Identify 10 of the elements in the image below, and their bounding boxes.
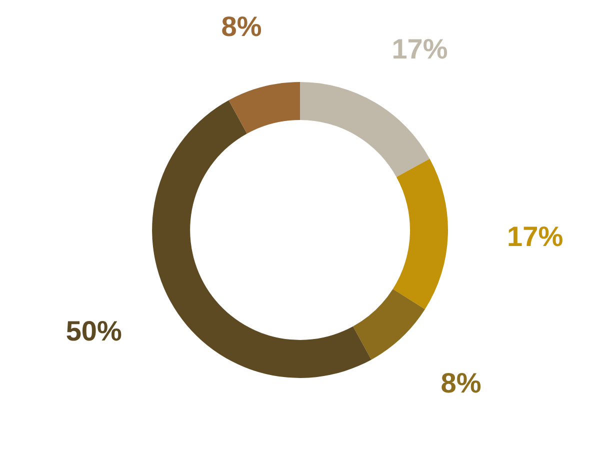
data-label: 17% (392, 34, 448, 65)
data-label: 17% (507, 221, 564, 252)
donut-slice (152, 100, 372, 378)
donut-slice (392, 158, 448, 310)
donut-slice (228, 82, 300, 134)
data-label: 8% (221, 11, 262, 42)
donut-slice (352, 288, 425, 360)
data-label: 8% (440, 368, 482, 399)
data-label: 50% (66, 316, 122, 347)
donut-slice (300, 82, 430, 178)
